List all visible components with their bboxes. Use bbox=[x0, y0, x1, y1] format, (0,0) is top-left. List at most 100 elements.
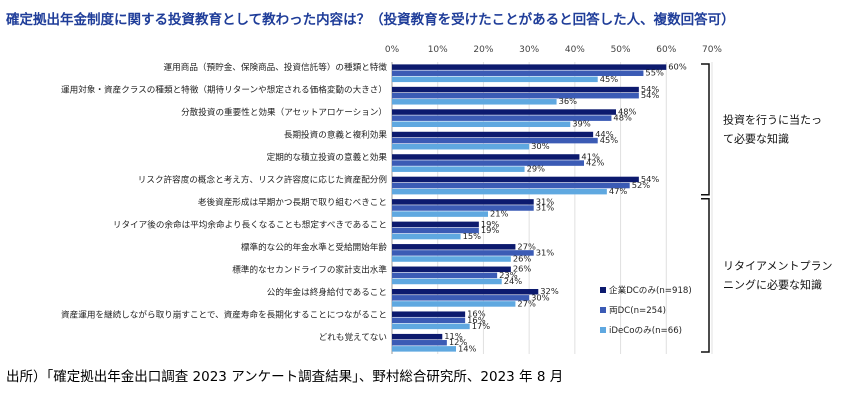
bar bbox=[392, 211, 488, 217]
bar bbox=[392, 86, 639, 93]
value-label: 26% bbox=[513, 253, 532, 263]
category-label: 運用商品（預貯金、保険商品、投資信託等）の種類と特徴 bbox=[164, 61, 388, 73]
category-label: リタイア後の余命は平均余命より長くなることも想定すべきであること bbox=[113, 218, 387, 230]
x-tick-label: 60% bbox=[656, 45, 676, 55]
bar bbox=[392, 323, 470, 330]
bar bbox=[392, 250, 534, 256]
value-label: 16% bbox=[467, 315, 486, 325]
bar bbox=[392, 278, 502, 285]
value-label: 54% bbox=[641, 90, 660, 100]
bar bbox=[392, 340, 447, 346]
bar bbox=[392, 143, 530, 150]
x-tick-label: 0% bbox=[385, 45, 400, 55]
group-label: て必要な知識 bbox=[723, 131, 789, 145]
group-label: ニングに必要な知識 bbox=[723, 277, 822, 291]
x-tick-label: 30% bbox=[519, 45, 539, 55]
bar bbox=[392, 317, 466, 324]
bar bbox=[392, 137, 598, 144]
x-tick-label: 50% bbox=[611, 45, 631, 55]
bar bbox=[392, 295, 530, 301]
bar bbox=[392, 233, 461, 240]
value-label: 39% bbox=[572, 119, 591, 129]
legend-swatch bbox=[600, 327, 606, 333]
value-label: 30% bbox=[531, 292, 550, 302]
bar bbox=[392, 188, 607, 195]
bar bbox=[392, 301, 516, 307]
group-label: リタイアメントプラン bbox=[723, 259, 832, 272]
bar bbox=[392, 227, 479, 234]
bar bbox=[392, 333, 443, 340]
value-label: 55% bbox=[645, 68, 664, 78]
value-label: 14% bbox=[458, 343, 477, 353]
value-label: 42% bbox=[586, 158, 605, 168]
legend-entry: 両DC(n=254) bbox=[609, 305, 666, 316]
bar bbox=[392, 288, 539, 295]
legend-swatch bbox=[600, 287, 606, 293]
bar bbox=[392, 70, 644, 76]
bar bbox=[392, 221, 479, 228]
value-label: 11% bbox=[444, 331, 463, 341]
value-label: 45% bbox=[600, 74, 619, 84]
group-bracket bbox=[701, 198, 710, 353]
bar bbox=[392, 64, 667, 70]
value-label: 36% bbox=[559, 96, 578, 106]
source-note: 出所）「確定拠出年金出口調査 2023 アンケート調査結果」、野村総合研究所、2… bbox=[6, 369, 564, 385]
bar bbox=[392, 76, 598, 83]
category-label: 運用対象・資産クラスの種類と特徴（期待リターンや想定される価格変動の大きさ） bbox=[61, 84, 387, 96]
x-tick-label: 70% bbox=[702, 45, 722, 55]
bar bbox=[392, 154, 580, 160]
value-label: 52% bbox=[632, 180, 651, 190]
bar bbox=[392, 160, 584, 166]
x-tick-label: 40% bbox=[565, 45, 585, 55]
chart-title: 確定拠出年金制度に関する投資教育として教わった内容は？（投資教育を受けたことがあ… bbox=[6, 12, 735, 28]
group-label: 投資を行うに当たっ bbox=[723, 112, 822, 126]
value-label: 45% bbox=[600, 135, 619, 145]
value-label: 54% bbox=[641, 84, 660, 94]
value-label: 48% bbox=[618, 107, 637, 117]
value-label: 16% bbox=[467, 309, 486, 319]
category-label: 長期投資の意義と複利効果 bbox=[284, 129, 388, 141]
bar bbox=[392, 92, 639, 99]
value-label: 21% bbox=[490, 209, 509, 219]
category-label: 公的年金は終身給付であること bbox=[267, 286, 387, 298]
bar bbox=[392, 266, 511, 273]
bar bbox=[392, 121, 571, 128]
value-label: 31% bbox=[536, 202, 555, 212]
x-tick-label: 20% bbox=[473, 45, 493, 55]
value-label: 24% bbox=[504, 276, 523, 286]
bar bbox=[392, 256, 511, 262]
category-label: リスク許容度の概念と考え方、リスク許容度に応じた資産配分例 bbox=[138, 174, 387, 186]
value-label: 27% bbox=[517, 241, 536, 251]
bar bbox=[392, 166, 525, 172]
value-label: 30% bbox=[531, 141, 550, 151]
value-label: 44% bbox=[595, 129, 614, 139]
value-label: 31% bbox=[536, 196, 555, 206]
category-label: 定期的な積立投資の意義と効果 bbox=[267, 151, 388, 163]
bar bbox=[392, 346, 456, 352]
category-label: どれも覚えてない bbox=[319, 331, 387, 343]
value-label: 29% bbox=[527, 164, 546, 174]
legend-swatch bbox=[600, 307, 606, 313]
value-label: 54% bbox=[641, 174, 660, 184]
bar bbox=[392, 244, 516, 250]
legend-entry: 企業DCのみ(n=918) bbox=[609, 284, 692, 296]
category-label: 老後資産形成は早期かつ長期で取り組むべきこと bbox=[198, 196, 387, 208]
bar bbox=[392, 115, 612, 121]
bar bbox=[392, 176, 639, 183]
bar bbox=[392, 109, 616, 115]
value-label: 23% bbox=[499, 270, 518, 280]
value-label: 19% bbox=[481, 225, 500, 235]
value-label: 60% bbox=[668, 62, 687, 72]
value-label: 31% bbox=[536, 247, 555, 257]
value-label: 27% bbox=[517, 298, 536, 308]
category-label: 標準的な公的年金水準と受給開始年齢 bbox=[241, 241, 388, 253]
value-label: 26% bbox=[513, 264, 532, 274]
legend-entry: iDeCoのみ(n=66) bbox=[609, 325, 682, 336]
value-label: 15% bbox=[463, 231, 482, 241]
bar bbox=[392, 182, 630, 189]
bar bbox=[392, 131, 594, 138]
value-label: 19% bbox=[481, 219, 500, 229]
category-label: 標準的なセカンドライフの家計支出水準 bbox=[232, 263, 387, 275]
value-label: 12% bbox=[449, 337, 468, 347]
